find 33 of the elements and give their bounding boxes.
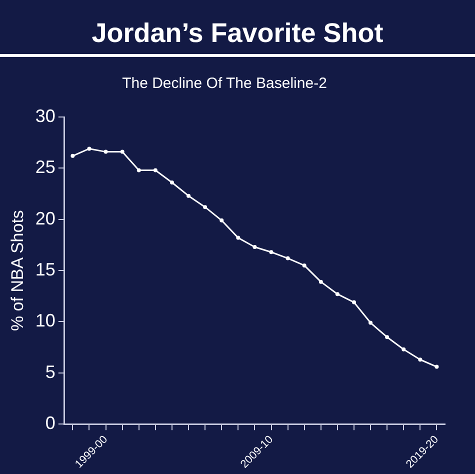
y-tick-label: 5 — [45, 362, 56, 382]
y-tick-label: 25 — [35, 157, 56, 178]
point — [136, 168, 141, 172]
point — [87, 146, 92, 151]
point — [402, 347, 406, 352]
point — [170, 180, 174, 185]
point — [418, 358, 422, 362]
chart-subtitle: The Decline Of The Baseline-2 — [122, 75, 327, 92]
y-tick-label: 0 — [45, 413, 56, 434]
y-tick-label: 15 — [35, 260, 56, 280]
chart-title: Jordan’s Favorite Shot — [0, 0, 475, 57]
point — [236, 236, 240, 240]
point — [385, 335, 390, 340]
point — [252, 245, 257, 250]
point — [220, 218, 224, 222]
y-tick-label: 10 — [35, 310, 56, 331]
point — [203, 205, 208, 210]
point — [434, 364, 439, 369]
point — [318, 280, 323, 284]
point — [104, 150, 108, 154]
point — [70, 154, 75, 158]
point — [335, 292, 340, 296]
point — [269, 250, 274, 254]
y-tick-label: 20 — [35, 208, 56, 228]
point — [186, 194, 191, 198]
point — [120, 150, 124, 154]
point — [352, 300, 356, 304]
point — [286, 256, 290, 260]
point — [368, 320, 373, 325]
y-tick-label: 30 — [35, 106, 56, 126]
point — [153, 168, 158, 172]
y-axis-title: % of NBA Shots — [8, 210, 27, 332]
point — [302, 263, 306, 268]
